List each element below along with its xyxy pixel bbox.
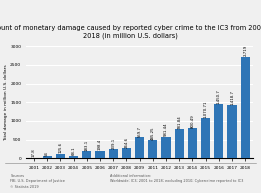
Text: 485.25: 485.25 [151,126,155,140]
Bar [135,137,144,158]
Bar [241,57,250,158]
Text: 239.1: 239.1 [111,138,115,149]
Bar [227,105,237,158]
Bar [175,129,184,158]
Text: 17.8: 17.8 [32,148,36,157]
Text: Amount of monetary damage caused by reported cyber crime to the IC3 from 2001 to: Amount of monetary damage caused by repo… [0,25,261,39]
Text: 264.6: 264.6 [124,137,128,148]
Text: 198.4: 198.4 [98,139,102,150]
Bar [214,104,223,158]
Text: 800.49: 800.49 [191,114,194,128]
Text: 559.7: 559.7 [138,126,142,137]
Text: Additional information:
Worldwide; IC3; 2001 to 2018; excluding 2010; Cybercrime: Additional information: Worldwide; IC3; … [110,174,243,183]
Text: 68.1: 68.1 [72,146,76,155]
Bar [56,154,65,158]
Text: 1,450.7: 1,450.7 [217,89,221,104]
Text: 125.6: 125.6 [58,142,62,153]
Bar [148,140,157,158]
Y-axis label: Total damage in million U.S. dollars: Total damage in million U.S. dollars [4,64,8,141]
Text: 2,719: 2,719 [243,45,247,56]
Text: 1,418.7: 1,418.7 [230,90,234,105]
Bar [69,156,78,158]
Bar [161,137,171,158]
Text: Sources
FBI, U.S. Department of Justice
© Statista 2019: Sources FBI, U.S. Department of Justice … [10,174,65,189]
Text: 1,070.71: 1,070.71 [204,100,208,118]
Text: 54: 54 [45,151,49,156]
Text: 581.44: 581.44 [164,122,168,136]
Text: 781.84: 781.84 [177,115,181,129]
Bar [201,118,210,158]
Bar [188,128,197,158]
Bar [82,152,91,158]
Text: 183.1: 183.1 [85,140,89,151]
Bar [122,148,131,158]
Bar [96,151,105,158]
Bar [109,149,118,158]
Bar [43,156,52,158]
